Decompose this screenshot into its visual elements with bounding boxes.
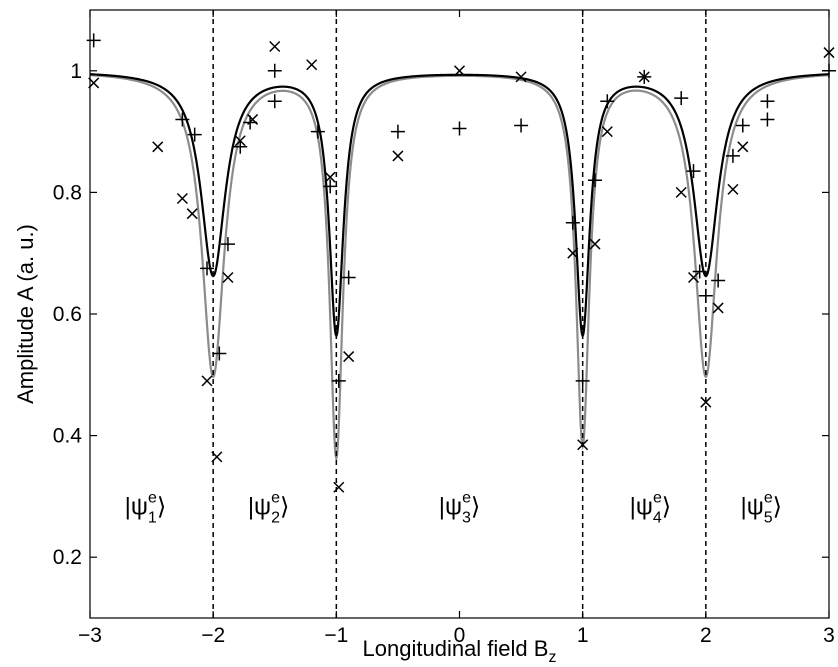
- x-marker: [737, 141, 749, 153]
- x-marker: [727, 183, 739, 195]
- plus-marker: [600, 94, 615, 109]
- plus-marker: [674, 91, 689, 106]
- x-marker: [453, 65, 466, 77]
- x-tick-label: 0: [454, 624, 466, 647]
- axis-ticks: −3 −2 −1 0 1 2 3 0.2 0.4 0.6 0.8 1: [53, 10, 835, 647]
- x-marker: [176, 192, 188, 205]
- y-tick-label: 1: [70, 60, 82, 83]
- plus-marker: [686, 164, 701, 179]
- plus-marker: [565, 215, 580, 230]
- state-label-4: |ψe 4⟩: [630, 490, 672, 527]
- y-tick-label: 0.8: [53, 181, 82, 204]
- x-marker: [712, 302, 724, 314]
- plus-marker: [323, 179, 338, 194]
- plus-marker: [575, 373, 590, 388]
- y-axis-label: Amplitude A (a. u.): [13, 224, 38, 404]
- plus-marker: [735, 118, 750, 133]
- y-tick-label: 0.6: [53, 303, 82, 326]
- x-marker: [211, 451, 223, 463]
- plus-marker: [341, 270, 356, 285]
- x-marker: [234, 135, 246, 147]
- plus-marker: [390, 124, 405, 139]
- plus-marker: [725, 148, 740, 163]
- x-marker: [577, 439, 589, 451]
- x-marker: [269, 40, 281, 53]
- x-marker: [324, 171, 336, 183]
- level-crossing-lines: [212, 10, 707, 618]
- plus-marker: [220, 237, 235, 252]
- x-tick-label: 2: [700, 624, 712, 647]
- plus-marker: [233, 139, 248, 154]
- x-marker: [201, 375, 213, 387]
- x-tick-label: −3: [78, 624, 102, 647]
- plus-marker: [760, 112, 775, 127]
- plus-marker: [452, 121, 467, 136]
- plus-marker: [514, 118, 529, 133]
- x-axis-label-main: Longitudinal field B: [363, 636, 549, 661]
- fit-curve-1: [90, 73, 829, 339]
- x-axis-label: Longitudinal field Bz: [363, 636, 557, 666]
- plus-marker: [212, 346, 227, 361]
- y-tick-label: 0.2: [53, 546, 82, 569]
- x-marker: [687, 271, 700, 284]
- x-axis-label-subscript: z: [548, 649, 556, 666]
- plus-marker: [267, 94, 282, 109]
- state-label-3: |ψe 3⟩: [439, 490, 481, 527]
- plus-marker: [86, 33, 101, 48]
- x-tick-label: −1: [324, 624, 348, 647]
- x-marker: [601, 126, 613, 138]
- x-marker: [306, 59, 318, 71]
- x-marker: [343, 351, 355, 363]
- x-marker: [700, 396, 712, 408]
- plus-marker: [587, 173, 602, 188]
- plot-frame: [89, 9, 830, 619]
- x-marker: [152, 141, 164, 153]
- x-marker: [392, 150, 404, 162]
- x-marker: [186, 208, 198, 220]
- fit-curves: [90, 73, 829, 463]
- x-marker: [638, 71, 650, 83]
- x-marker: [589, 238, 601, 250]
- x-marker: [567, 247, 579, 259]
- plus-marker: [331, 373, 346, 388]
- plus-marker: [200, 261, 215, 276]
- x-tick-label: 1: [577, 624, 589, 647]
- plus-marker: [267, 63, 282, 78]
- state-label-5: |ψe 5⟩: [740, 490, 782, 527]
- state-label-2: |ψe 2⟩: [248, 490, 290, 527]
- x-marker: [222, 271, 234, 284]
- plus-marker: [310, 124, 325, 139]
- plus-marker: [760, 94, 775, 109]
- x-marker: [247, 113, 259, 125]
- x-marker: [515, 71, 527, 83]
- plus-marker: [698, 288, 713, 303]
- state-labels: |ψe 1⟩ |ψe 2⟩ |ψe 3⟩ |ψe 4⟩ |ψe 5⟩: [125, 490, 782, 527]
- plus-marker: [711, 273, 726, 288]
- plus-marker: [692, 264, 707, 279]
- state-label-1: |ψe 1⟩: [125, 490, 167, 527]
- x-tick-label: 3: [823, 624, 835, 647]
- x-marker: [675, 186, 687, 198]
- plus-marker: [187, 127, 202, 142]
- x-marker: [333, 481, 345, 493]
- plus-marker: [175, 112, 190, 127]
- data-markers: [86, 33, 836, 493]
- y-tick-label: 0.4: [53, 425, 83, 448]
- x-tick-label: −2: [201, 624, 225, 647]
